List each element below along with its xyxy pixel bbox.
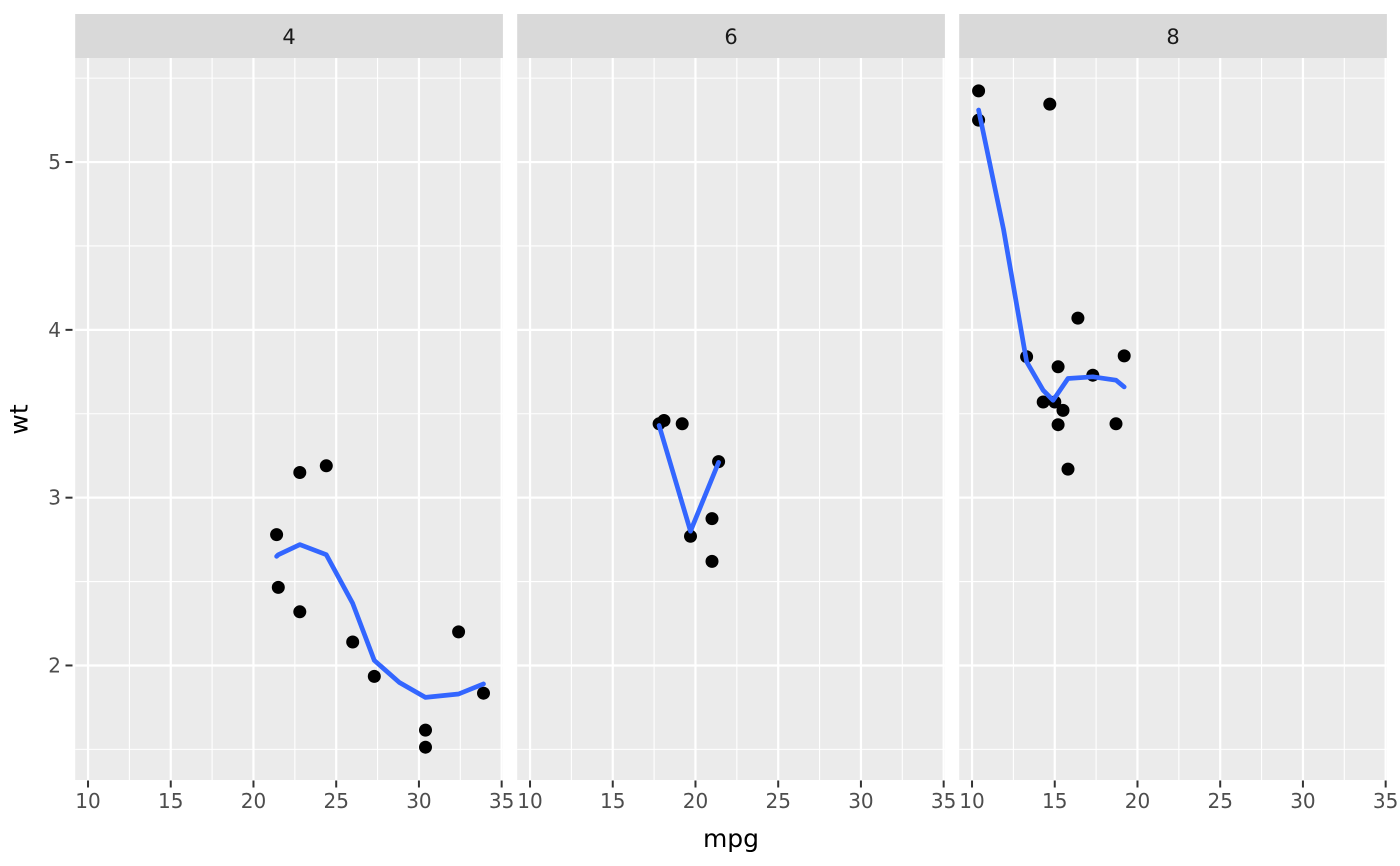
data-point bbox=[675, 417, 689, 431]
data-point bbox=[1109, 417, 1123, 431]
facet-strip-label: 6 bbox=[724, 25, 737, 49]
data-point bbox=[367, 669, 381, 683]
data-point bbox=[271, 580, 285, 594]
facet-panel bbox=[75, 58, 503, 780]
data-point bbox=[684, 529, 697, 543]
data-point bbox=[477, 686, 490, 700]
data-point bbox=[705, 512, 719, 526]
facet-panel bbox=[517, 58, 945, 780]
x-tick-label: 20 bbox=[1125, 789, 1150, 813]
data-point bbox=[972, 84, 986, 98]
x-tick-label: 10 bbox=[75, 789, 100, 813]
y-tick-label: 3 bbox=[48, 486, 61, 510]
x-tick-label: 30 bbox=[1290, 789, 1315, 813]
facet-panel bbox=[959, 58, 1387, 780]
data-point bbox=[1061, 462, 1075, 476]
x-tick-label: 15 bbox=[158, 789, 183, 813]
y-tick-label: 4 bbox=[48, 318, 61, 342]
data-point bbox=[293, 605, 307, 619]
data-point bbox=[319, 459, 333, 473]
x-axis-title: mpg bbox=[702, 824, 760, 853]
x-tick-label: 30 bbox=[406, 789, 431, 813]
facet-strip-label: 8 bbox=[1166, 25, 1179, 49]
smooth-line bbox=[274, 542, 486, 700]
x-tick-label: 20 bbox=[241, 789, 266, 813]
x-tick-label: 35 bbox=[1373, 789, 1398, 813]
data-point bbox=[705, 554, 719, 568]
y-tick-label: 2 bbox=[48, 653, 61, 677]
data-point bbox=[1051, 360, 1065, 374]
x-tick-label: 35 bbox=[931, 789, 956, 813]
facet-strip-label: 4 bbox=[282, 25, 295, 49]
data-point bbox=[1051, 418, 1065, 432]
smooth-line bbox=[976, 107, 1127, 403]
data-point bbox=[1071, 311, 1085, 325]
data-point bbox=[346, 635, 360, 649]
x-tick-label: 35 bbox=[489, 789, 514, 813]
x-tick-label: 30 bbox=[848, 789, 873, 813]
x-tick-label: 15 bbox=[600, 789, 625, 813]
data-point bbox=[293, 466, 307, 479]
y-tick-label: 5 bbox=[48, 150, 61, 174]
x-tick-label: 25 bbox=[323, 789, 348, 813]
data-point bbox=[1117, 349, 1131, 363]
facet-strip bbox=[959, 14, 1387, 58]
x-tick-label: 15 bbox=[1042, 789, 1067, 813]
data-point bbox=[1043, 97, 1057, 111]
x-tick-label: 10 bbox=[517, 789, 542, 813]
y-axis-title: wt bbox=[4, 403, 34, 435]
data-point bbox=[1056, 403, 1070, 417]
data-point bbox=[419, 723, 432, 737]
x-tick-label: 10 bbox=[959, 789, 984, 813]
data-point bbox=[419, 740, 432, 754]
facet-strip bbox=[517, 14, 945, 58]
data-point bbox=[1036, 395, 1050, 409]
x-tick-label: 25 bbox=[1207, 789, 1232, 813]
x-tick-label: 25 bbox=[765, 789, 790, 813]
facet-strip bbox=[75, 14, 503, 58]
x-tick-label: 20 bbox=[683, 789, 708, 813]
smooth-line bbox=[656, 423, 721, 534]
data-point bbox=[452, 625, 466, 639]
data-point bbox=[270, 528, 284, 542]
y-axis-title-box: wt bbox=[4, 58, 34, 780]
